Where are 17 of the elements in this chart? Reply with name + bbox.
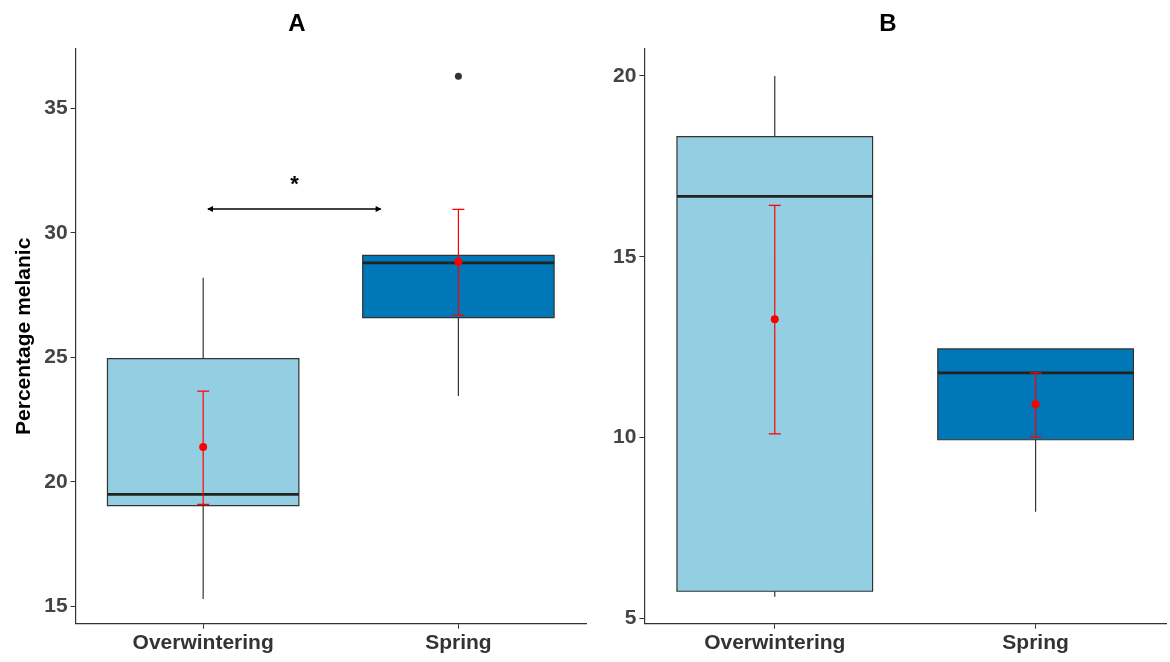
x-tick-label: Spring [425, 630, 492, 654]
y-tick-label: 35 [44, 95, 68, 119]
y-tick-label: 15 [44, 593, 68, 617]
y-tick-label: 15 [613, 243, 637, 267]
y-tick-label: 30 [44, 219, 68, 243]
y-tick-label: 10 [613, 424, 637, 448]
y-axis-title: Percentage melanic [11, 237, 35, 435]
chart-title: B [879, 9, 897, 37]
y-tick-label: 25 [44, 344, 68, 368]
chart-title: A [288, 9, 306, 37]
x-tick-label: Overwintering [704, 630, 846, 654]
y-tick-label: 5 [624, 605, 637, 629]
y-tick-label: 20 [44, 468, 68, 492]
y-tick-label: 20 [613, 62, 637, 86]
x-tick-label: Overwintering [132, 630, 274, 654]
x-tick-label: Spring [1002, 630, 1069, 654]
annotation: * [290, 171, 300, 197]
